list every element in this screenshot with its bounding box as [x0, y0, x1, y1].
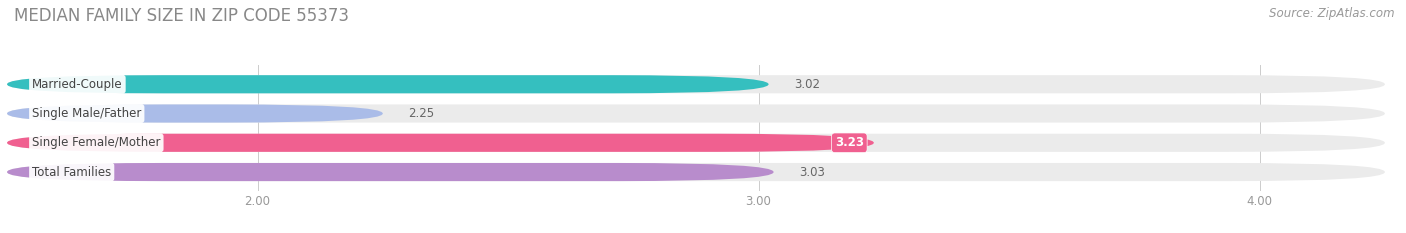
FancyBboxPatch shape — [7, 134, 875, 152]
FancyBboxPatch shape — [7, 163, 1385, 181]
Text: 2.25: 2.25 — [408, 107, 434, 120]
Text: Married-Couple: Married-Couple — [32, 78, 122, 91]
Text: Source: ZipAtlas.com: Source: ZipAtlas.com — [1270, 7, 1395, 20]
FancyBboxPatch shape — [7, 75, 769, 93]
FancyBboxPatch shape — [7, 104, 382, 123]
Text: MEDIAN FAMILY SIZE IN ZIP CODE 55373: MEDIAN FAMILY SIZE IN ZIP CODE 55373 — [14, 7, 349, 25]
Text: 3.03: 3.03 — [799, 165, 824, 178]
FancyBboxPatch shape — [7, 134, 1385, 152]
Text: 3.02: 3.02 — [793, 78, 820, 91]
Text: 3.23: 3.23 — [835, 136, 863, 149]
FancyBboxPatch shape — [7, 104, 1385, 123]
FancyBboxPatch shape — [7, 75, 1385, 93]
FancyBboxPatch shape — [7, 163, 773, 181]
Text: Single Female/Mother: Single Female/Mother — [32, 136, 160, 149]
Text: Single Male/Father: Single Male/Father — [32, 107, 142, 120]
Text: Total Families: Total Families — [32, 165, 111, 178]
